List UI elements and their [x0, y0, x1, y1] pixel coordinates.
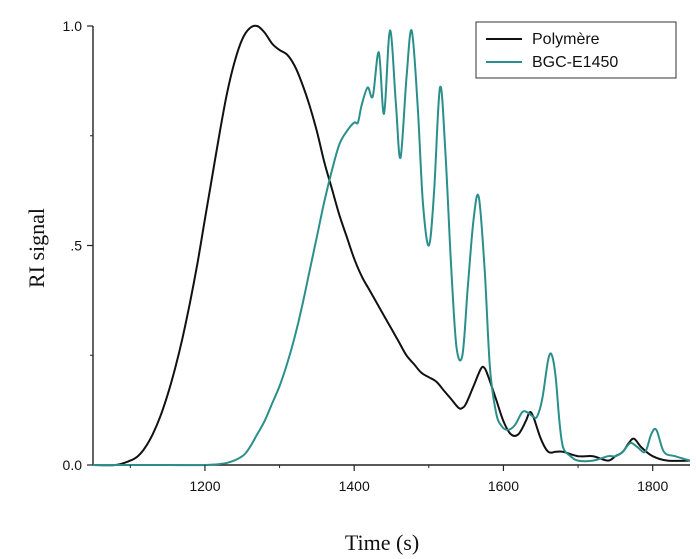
ticks-layer: 1200 1400 1600 1800 0.0 .5 1.0: [63, 18, 669, 494]
y-tick-label: 1.0: [63, 18, 83, 34]
x-tick-label: 1400: [339, 478, 370, 494]
series-line-bgc-e1450: [93, 29, 691, 467]
legend-label: Polymère: [532, 31, 600, 48]
axes-group: [92, 26, 690, 466]
x-tick-label: 1200: [189, 478, 220, 494]
x-axis-title: Time (s): [345, 530, 419, 555]
x-tick-label: 1600: [488, 478, 519, 494]
series-line-polymere: [92, 24, 691, 467]
y-tick-label: 0.0: [63, 457, 83, 473]
y-tick-label: .5: [70, 238, 82, 254]
legend-label: BGC-E1450: [532, 54, 618, 71]
legend-box: [475, 21, 677, 79]
series-layer: [92, 24, 691, 467]
legend: Polymère BGC-E1450: [475, 21, 677, 79]
x-tick-label: 1800: [637, 478, 668, 494]
y-axis-title: RI signal: [24, 208, 49, 288]
